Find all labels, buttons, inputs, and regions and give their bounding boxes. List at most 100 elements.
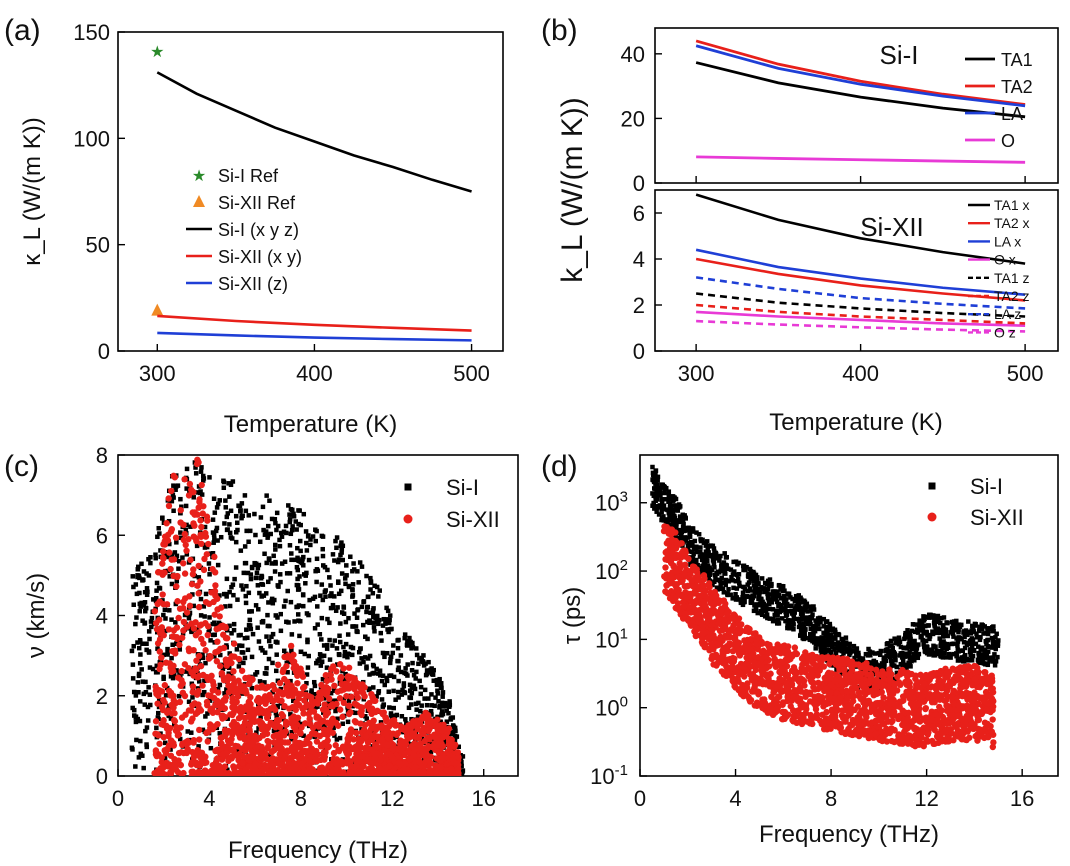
si-i-point bbox=[396, 695, 401, 700]
si-i-point bbox=[387, 660, 393, 666]
si-xii-point bbox=[212, 649, 219, 656]
si-xii-point bbox=[211, 553, 218, 561]
si-i-point bbox=[156, 716, 161, 722]
si-i-point bbox=[207, 698, 213, 703]
si-i-point bbox=[130, 676, 136, 681]
si-i-point bbox=[289, 551, 294, 556]
si-i-point bbox=[978, 634, 983, 640]
si-i-point bbox=[339, 571, 345, 576]
si-i-point bbox=[454, 734, 460, 739]
si-i-point bbox=[281, 604, 287, 609]
si-i-point bbox=[153, 595, 159, 601]
si-i-point bbox=[254, 570, 260, 576]
si-xii-point bbox=[347, 709, 354, 716]
si-xii-point bbox=[172, 534, 180, 541]
si-i-point bbox=[943, 627, 949, 632]
si-xii-point bbox=[345, 685, 353, 692]
si-i-point bbox=[686, 540, 691, 546]
si-i-point bbox=[348, 554, 353, 559]
si-i-point bbox=[911, 655, 916, 660]
si-i-point bbox=[269, 561, 274, 566]
si-i-point bbox=[288, 599, 294, 605]
si-i-point bbox=[331, 688, 337, 693]
si-i-point bbox=[444, 719, 450, 724]
si-i-point bbox=[424, 671, 430, 677]
si-i-point bbox=[333, 538, 338, 544]
si-i-point bbox=[373, 615, 378, 621]
si-i-point bbox=[953, 622, 959, 627]
si-i-point bbox=[451, 724, 457, 729]
si-i-point bbox=[312, 594, 318, 600]
si-i-point bbox=[955, 643, 960, 648]
x-tick-label: 400 bbox=[296, 361, 333, 386]
si-i-point bbox=[909, 628, 915, 634]
si-i-point bbox=[145, 589, 150, 595]
si-i-point bbox=[257, 539, 263, 545]
si-i-point bbox=[754, 579, 759, 585]
si-i-point bbox=[308, 537, 313, 542]
si-i-point bbox=[366, 687, 372, 693]
x-tick-label: 8 bbox=[295, 786, 307, 811]
si-i-point bbox=[827, 639, 833, 644]
si-i-point bbox=[432, 703, 437, 709]
si-i-point bbox=[227, 651, 232, 656]
si-i-point bbox=[340, 721, 345, 726]
si-xii-point bbox=[339, 759, 347, 766]
si-i-point bbox=[829, 632, 834, 637]
si-i-point bbox=[193, 471, 199, 476]
si-xii-point bbox=[419, 713, 426, 720]
si-i-point bbox=[991, 628, 996, 634]
si-i-point bbox=[759, 576, 765, 581]
si-i-point bbox=[144, 725, 150, 730]
si-i-point bbox=[671, 494, 676, 500]
si-i-point bbox=[298, 649, 304, 654]
si-i-point bbox=[410, 640, 415, 646]
si-xii-point bbox=[288, 656, 295, 663]
si-i-point bbox=[129, 648, 135, 654]
si-xii-point bbox=[161, 541, 169, 548]
si-i-point bbox=[935, 613, 941, 619]
si-i-point bbox=[972, 621, 978, 627]
si-xii-point bbox=[434, 716, 441, 723]
si-i-point bbox=[809, 637, 815, 643]
si-i-point bbox=[252, 511, 257, 517]
si-i-point bbox=[329, 591, 334, 596]
si-i-point bbox=[436, 698, 441, 704]
si-xii-point bbox=[324, 737, 331, 744]
si-i-point bbox=[660, 506, 665, 512]
si-i-point bbox=[279, 530, 284, 536]
si-i-point bbox=[872, 651, 878, 656]
si-xii-point bbox=[216, 613, 223, 620]
si-i-point bbox=[775, 618, 780, 623]
si-i-point bbox=[295, 604, 300, 610]
si-i-point bbox=[653, 471, 658, 477]
si-i-point bbox=[296, 508, 301, 513]
si-i-point bbox=[929, 651, 934, 657]
si-i-point bbox=[364, 573, 369, 579]
si-xii-point bbox=[300, 710, 307, 717]
si-i-point bbox=[217, 498, 223, 503]
si-i-point bbox=[205, 711, 210, 716]
si-i-point bbox=[351, 561, 356, 566]
si-i-point bbox=[921, 629, 926, 635]
si-xii-point bbox=[250, 753, 257, 760]
si-i-point bbox=[357, 560, 363, 565]
si-i-point bbox=[378, 673, 383, 678]
x-tick-label: 4 bbox=[729, 786, 741, 811]
si-i-point bbox=[816, 641, 821, 647]
si-i-point bbox=[237, 643, 242, 648]
si-xii-point bbox=[170, 704, 177, 711]
si-i-point bbox=[881, 655, 887, 660]
si-xii-point bbox=[426, 766, 434, 774]
si-i-point bbox=[402, 635, 407, 641]
si-xii-point bbox=[197, 770, 205, 776]
si-i-point bbox=[410, 660, 415, 666]
si-xii-point bbox=[246, 743, 253, 750]
si-xii-point bbox=[318, 764, 326, 771]
si-xii-point bbox=[213, 658, 221, 665]
si-i-point bbox=[237, 503, 243, 509]
si-i-point bbox=[231, 627, 237, 633]
si-i-point bbox=[167, 574, 172, 579]
y-tick-label: 2 bbox=[633, 293, 645, 318]
si-i-point bbox=[991, 638, 996, 644]
